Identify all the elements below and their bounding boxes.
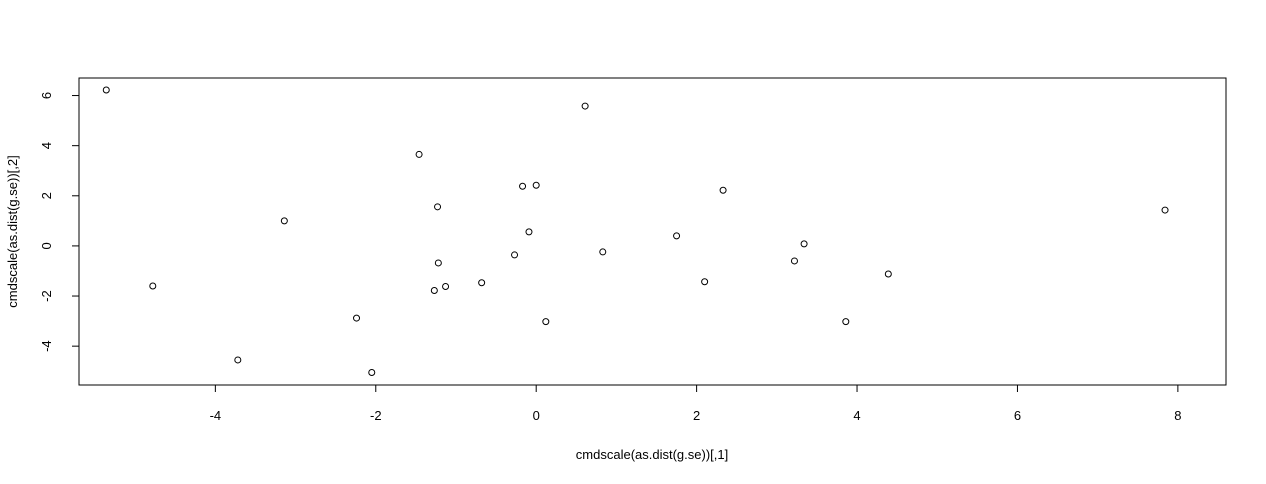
data-point — [149, 282, 157, 290]
data-point — [430, 287, 438, 295]
data-point — [368, 368, 376, 376]
data-point — [599, 248, 607, 256]
x-tick-label: 8 — [1174, 408, 1181, 423]
data-point — [478, 279, 486, 287]
y-axis: -4 -2 0 2 4 6 — [39, 92, 80, 352]
x-axis-title: cmdscale(as.dist(g.se))[,1] — [576, 447, 728, 462]
data-point — [719, 186, 727, 194]
y-tick-label: 6 — [39, 92, 54, 99]
data-point — [415, 150, 423, 158]
data-point — [1161, 206, 1169, 214]
y-tick-label: 0 — [39, 242, 54, 249]
data-point — [790, 257, 798, 265]
y-tick-label: -4 — [39, 340, 54, 352]
data-point — [519, 182, 527, 190]
points-layer — [102, 86, 1169, 376]
data-point — [842, 318, 850, 326]
x-tick-label: -4 — [210, 408, 222, 423]
data-point — [234, 356, 242, 364]
data-point — [434, 259, 442, 267]
data-point — [442, 283, 450, 291]
data-point — [280, 217, 288, 225]
data-point — [542, 318, 550, 326]
data-point — [884, 270, 892, 278]
y-tick-label: 2 — [39, 192, 54, 199]
x-axis: -4 -2 0 2 4 6 8 — [210, 384, 1181, 423]
data-point — [434, 203, 442, 211]
x-tick-label: 2 — [693, 408, 700, 423]
x-tick-label: -2 — [370, 408, 382, 423]
plot-frame — [78, 77, 1227, 386]
data-point — [511, 251, 519, 259]
y-axis-title: cmdscale(as.dist(g.se))[,2] — [5, 155, 20, 307]
data-point — [581, 102, 589, 110]
y-tick-label: -2 — [39, 290, 54, 302]
data-point — [800, 240, 808, 248]
x-tick-label: 6 — [1014, 408, 1021, 423]
data-point — [353, 314, 361, 322]
y-tick-label: 4 — [39, 142, 54, 149]
x-tick-label: 4 — [853, 408, 860, 423]
x-tick-label: 0 — [533, 408, 540, 423]
data-point — [525, 228, 533, 236]
data-point — [701, 278, 709, 286]
data-point — [532, 181, 540, 189]
data-point — [673, 232, 681, 240]
data-point — [102, 86, 110, 94]
